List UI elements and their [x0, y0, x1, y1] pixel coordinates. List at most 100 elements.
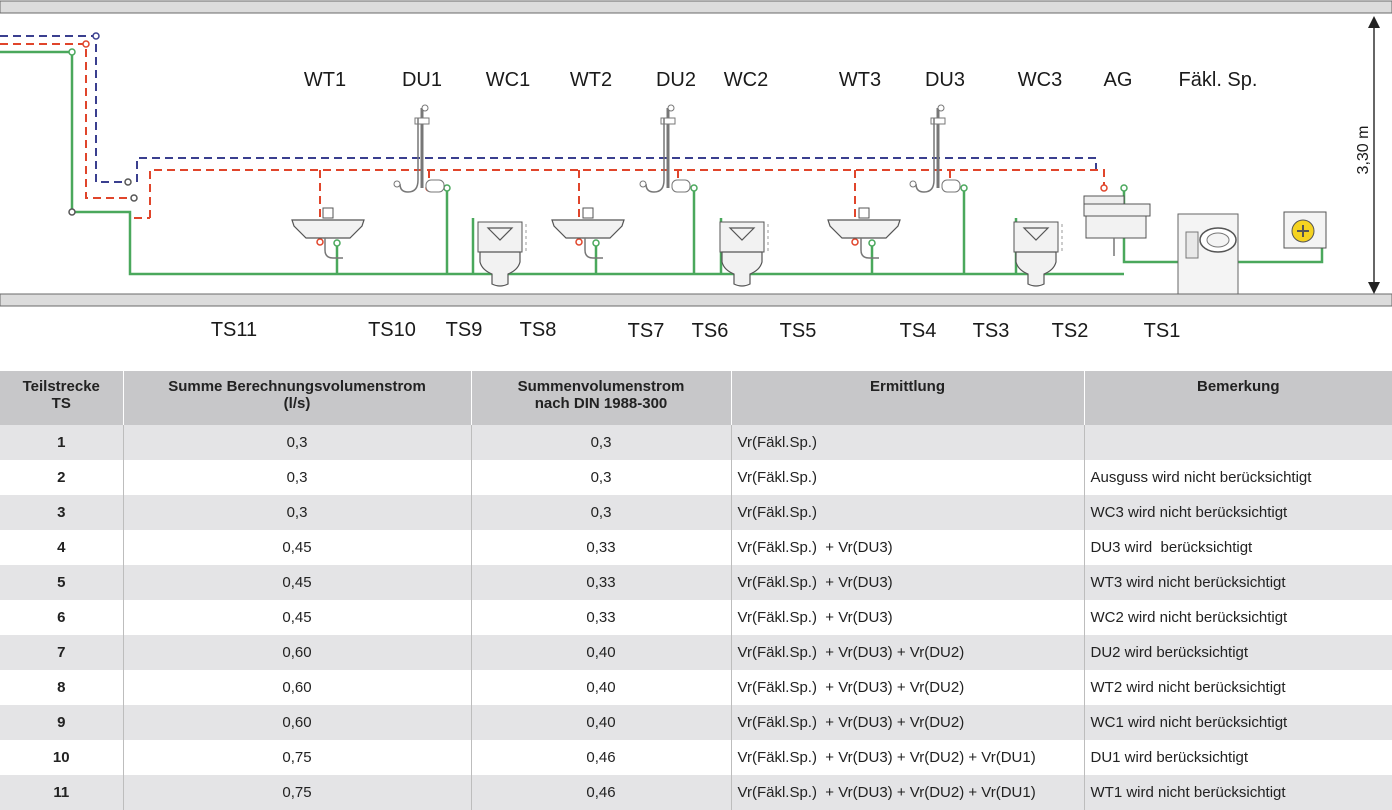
table-row: 3 0,3 0,3 Vr(Fäkl.Sp.) WC3 wird nicht berück…: [0, 495, 1392, 530]
cell-determination: Vr(Fäkl.Sp.) + Vr(DU3) + Vr(DU2): [730, 670, 1084, 705]
cell-remark: WC1 wird nicht berücksichtigt: [1083, 705, 1392, 740]
floor-slab: [0, 293, 1392, 307]
cell-remark: [1083, 425, 1392, 460]
cell-determination: Vr(Fäkl.Sp.): [730, 425, 1084, 460]
toilet-wc2-icon: [719, 221, 769, 287]
cell-section: 8: [0, 670, 123, 705]
shower-du3-icon: [908, 103, 962, 194]
cell-flow-sum: 0,60: [122, 635, 471, 670]
cell-remark: WC3 wird nicht berücksichtigt: [1083, 495, 1392, 530]
table-header-row: Teilstrecke TS Summe Berechnungsvolumenst…: [0, 371, 1392, 425]
section-label: TS5: [780, 320, 817, 342]
water-heater-icon: [1283, 211, 1327, 249]
flow-rate-table: Teilstrecke TS Summe Berechnungsvolumenst…: [0, 371, 1392, 810]
table-row: 5 0,45 0,33 Vr(Fäkl.Sp.) + Vr(DU3) WT3 wird …: [0, 565, 1392, 600]
fixture-label: AG: [1104, 69, 1133, 91]
table-row: 6 0,45 0,33 Vr(Fäkl.Sp.) + Vr(DU3) WC2 wird …: [0, 600, 1392, 635]
cell-section: 6: [0, 600, 123, 635]
flow-rate-table-container: Teilstrecke TS Summe Berechnungsvolumenst…: [0, 371, 1392, 810]
toilet-wc3-icon: [1013, 221, 1063, 287]
table-row: 7 0,60 0,40 Vr(Fäkl.Sp.) + Vr(DU3) + Vr(DU2…: [0, 635, 1392, 670]
washbasin-wt2-icon: [551, 207, 625, 259]
cell-din-flow: 0,3: [470, 425, 731, 460]
header-flow-sum: Summe Berechnungsvolumenstrom (l/s): [122, 371, 471, 425]
fixture-label: WT1: [304, 69, 346, 91]
cell-flow-sum: 0,75: [122, 775, 471, 810]
cell-flow-sum: 0,45: [122, 600, 471, 635]
cell-section: 1: [0, 425, 123, 460]
cell-flow-sum: 0,45: [122, 530, 471, 565]
cell-section: 4: [0, 530, 123, 565]
cell-remark: DU3 wird berücksichtigt: [1083, 530, 1392, 565]
section-label: TS9: [446, 319, 483, 341]
shower-du2-icon: [638, 103, 692, 194]
cell-remark: Ausguss wird nicht berücksichtigt: [1083, 460, 1392, 495]
section-label: TS2: [1052, 320, 1089, 342]
cell-din-flow: 0,33: [470, 565, 731, 600]
sluice-fakl-sp-icon: [1177, 213, 1239, 295]
section-label: TS11: [211, 319, 257, 341]
table-row: 8 0,60 0,40 Vr(Fäkl.Sp.) + Vr(DU3) + Vr(DU2…: [0, 670, 1392, 705]
cell-section: 5: [0, 565, 123, 600]
table-row: 4 0,45 0,33 Vr(Fäkl.Sp.) + Vr(DU3) DU3 wird …: [0, 530, 1392, 565]
cell-din-flow: 0,33: [470, 600, 731, 635]
washbasin-wt3-icon: [827, 207, 901, 259]
section-label: TS6: [692, 320, 729, 342]
cell-remark: WT3 wird nicht berücksichtigt: [1083, 565, 1392, 600]
cell-section: 2: [0, 460, 123, 495]
cell-determination: Vr(Fäkl.Sp.) + Vr(DU3) + Vr(DU2): [730, 635, 1084, 670]
cell-flow-sum: 0,60: [122, 705, 471, 740]
cell-din-flow: 0,33: [470, 530, 731, 565]
utility-sink-ag-icon: [1083, 195, 1151, 256]
cell-determination: Vr(Fäkl.Sp.) + Vr(DU3) + Vr(DU2): [730, 705, 1084, 740]
cell-remark: DU1 wird berücksichtigt: [1083, 740, 1392, 775]
cell-determination: Vr(Fäkl.Sp.) + Vr(DU3) + Vr(DU2) + Vr(DU…: [730, 740, 1084, 775]
cell-section: 11: [0, 775, 123, 810]
cell-din-flow: 0,46: [470, 775, 731, 810]
section-label: TS4: [900, 320, 937, 342]
cell-determination: Vr(Fäkl.Sp.): [730, 495, 1084, 530]
section-label: TS1: [1144, 320, 1181, 342]
cell-flow-sum: 0,3: [122, 460, 471, 495]
shower-du1-icon: [392, 103, 446, 194]
height-dimension: 3,30 m: [1355, 16, 1380, 294]
height-label: 3,30 m: [1355, 126, 1372, 175]
cell-section: 9: [0, 705, 123, 740]
cell-din-flow: 0,40: [470, 670, 731, 705]
cell-remark: DU2 wird berücksichtigt: [1083, 635, 1392, 670]
section-label: TS8: [520, 319, 557, 341]
fixture-label: DU2: [656, 69, 696, 91]
washbasin-wt1-icon: [291, 207, 365, 259]
cell-din-flow: 0,40: [470, 705, 731, 740]
cell-remark: WC2 wird nicht berücksichtigt: [1083, 600, 1392, 635]
fixture-label: WT2: [570, 69, 612, 91]
section-label: TS10: [368, 319, 416, 341]
riser-diagram: 3,30 m: [0, 0, 1392, 342]
ceiling-slab: [0, 0, 1392, 14]
cell-flow-sum: 0,75: [122, 740, 471, 775]
table-row: 1 0,3 0,3 Vr(Fäkl.Sp.): [0, 425, 1392, 460]
cell-flow-sum: 0,3: [122, 495, 471, 530]
header-section: Teilstrecke TS: [0, 371, 123, 425]
header-determination: Ermittlung: [730, 371, 1084, 425]
fixture-label: WT3: [839, 69, 881, 91]
fixture-label: DU3: [925, 69, 965, 91]
cell-determination: Vr(Fäkl.Sp.) + Vr(DU3): [730, 530, 1084, 565]
cell-remark: WT1 wird nicht berücksichtigt: [1083, 775, 1392, 810]
table-row: 9 0,60 0,40 Vr(Fäkl.Sp.) + Vr(DU3) + Vr(DU2…: [0, 705, 1392, 740]
cell-section: 3: [0, 495, 123, 530]
table-row: 2 0,3 0,3 Vr(Fäkl.Sp.) Ausguss wird nicht be…: [0, 460, 1392, 495]
toilet-wc1-icon: [477, 221, 527, 287]
circulation-pipe: [0, 35, 1097, 183]
cell-remark: WT2 wird nicht berücksichtigt: [1083, 670, 1392, 705]
cell-din-flow: 0,3: [470, 495, 731, 530]
section-label: TS3: [973, 320, 1010, 342]
fixture-label: WC2: [724, 69, 768, 91]
table-row: 10 0,75 0,46 Vr(Fäkl.Sp.) + Vr(DU3) + Vr(DU…: [0, 740, 1392, 775]
cell-determination: Vr(Fäkl.Sp.): [730, 460, 1084, 495]
cell-din-flow: 0,46: [470, 740, 731, 775]
fixture-label: WC3: [1018, 69, 1062, 91]
cell-section: 7: [0, 635, 123, 670]
cell-din-flow: 0,40: [470, 635, 731, 670]
cell-din-flow: 0,3: [470, 460, 731, 495]
